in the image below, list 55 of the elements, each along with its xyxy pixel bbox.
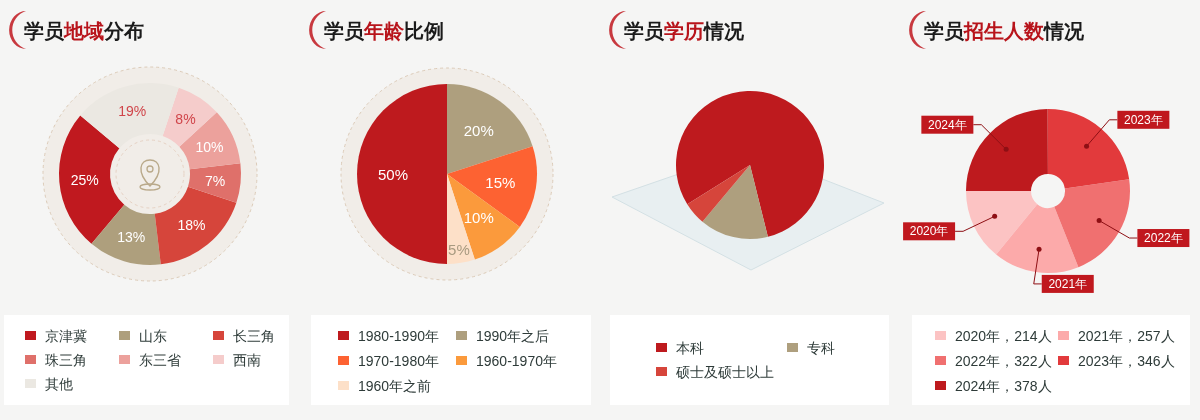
legend-label: 西南 bbox=[233, 352, 261, 368]
legend-label: 长三角 bbox=[233, 328, 275, 344]
data-label: 10% bbox=[195, 138, 224, 155]
legend-label: 东三省 bbox=[139, 352, 181, 368]
legend-label: 2023年，346人 bbox=[1078, 353, 1175, 369]
data-label: 5% bbox=[448, 240, 470, 258]
legend-label: 1960-1970年 bbox=[476, 353, 557, 369]
data-label: 18% bbox=[177, 216, 206, 233]
legend-label: 2021年，257人 bbox=[1078, 328, 1175, 344]
legend-label: 1970-1980年 bbox=[358, 353, 439, 369]
legend-label: 1990年之后 bbox=[476, 328, 550, 344]
pie-slice bbox=[687, 165, 750, 222]
legend-label: 硕士及硕士以上 bbox=[675, 364, 774, 380]
legend-label: 2024年，378人 bbox=[955, 378, 1052, 394]
data-label: 15% bbox=[485, 173, 516, 191]
chart-title: 学员招生人数情况 bbox=[924, 20, 1085, 42]
donut-slice bbox=[1054, 179, 1130, 268]
pie-slice bbox=[447, 84, 533, 174]
legend-label: 1980-1990年 bbox=[358, 328, 439, 344]
legend-label: 1960年之前 bbox=[358, 378, 432, 394]
chart-title: 学员年龄比例 bbox=[324, 20, 444, 42]
legend-label: 2022年，322人 bbox=[955, 353, 1052, 369]
donut-slice bbox=[966, 109, 1048, 191]
data-label: 7% bbox=[205, 172, 226, 189]
legend-label: 2020年，214人 bbox=[955, 328, 1052, 344]
callout: 2023年 bbox=[1084, 110, 1170, 149]
pie-slice bbox=[357, 84, 447, 264]
data-label: 19% bbox=[118, 102, 147, 119]
pie-slice bbox=[447, 146, 537, 227]
legend-label: 山东 bbox=[139, 328, 167, 344]
legend-label: 其他 bbox=[45, 376, 73, 392]
donut-slice bbox=[91, 204, 161, 265]
chart-title: 学员地域分布 bbox=[24, 20, 144, 42]
pie-slice bbox=[676, 91, 824, 237]
data-label: 25% bbox=[70, 171, 99, 188]
donut-slice bbox=[187, 163, 241, 203]
callout: 2022年 bbox=[1096, 218, 1190, 248]
data-label: 8% bbox=[175, 110, 196, 127]
donut-slice bbox=[966, 191, 1038, 255]
pie-slice bbox=[702, 165, 768, 239]
data-label: 10% bbox=[463, 209, 494, 227]
donut-slice bbox=[996, 204, 1079, 273]
pie-slice bbox=[447, 174, 520, 260]
callout: 2020年 bbox=[903, 213, 998, 241]
data-label: 50% bbox=[377, 165, 409, 183]
donut-slice bbox=[154, 186, 237, 265]
callout: 2021年 bbox=[1033, 246, 1094, 293]
legend-label: 本科 bbox=[676, 340, 704, 356]
legend-label: 京津冀 bbox=[45, 328, 87, 344]
callout: 2024年 bbox=[921, 115, 1009, 152]
legend-label: 珠三角 bbox=[45, 352, 87, 368]
chart-title: 学员学历情况 bbox=[624, 20, 745, 42]
data-label: 13% bbox=[117, 228, 146, 245]
legend-label: 专科 bbox=[807, 340, 835, 356]
data-label: 20% bbox=[463, 121, 494, 139]
